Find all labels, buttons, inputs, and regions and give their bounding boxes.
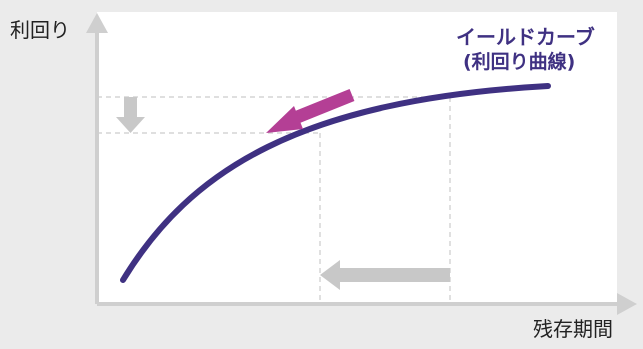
axes: [86, 13, 637, 315]
maturity-shorten-arrow: [320, 260, 450, 290]
curve-label-subtitle: (利回り曲線): [463, 51, 576, 73]
x-axis-label: 残存期間: [533, 317, 613, 341]
curve-label-title: イールドカーブ: [456, 25, 595, 49]
y-axis-arrowhead: [86, 13, 108, 33]
plot-area: [97, 12, 617, 304]
y-axis-label: 利回り: [10, 18, 70, 42]
roll-down-arrow: [266, 88, 355, 133]
x-axis-arrowhead: [617, 293, 637, 315]
yield-curve-line: [120, 83, 551, 283]
yield-down-arrow: [116, 97, 145, 133]
